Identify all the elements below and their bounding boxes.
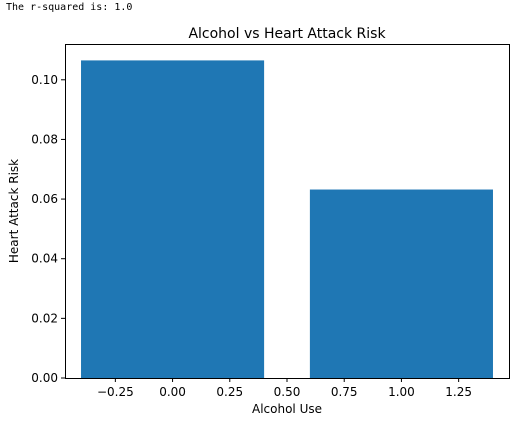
- x-tick-label: 1.00: [388, 385, 415, 399]
- bar: [309, 189, 493, 378]
- cell-output-text: The r-squared is: 1.0: [6, 2, 133, 13]
- bar: [81, 60, 265, 378]
- x-axis-ticks: −0.25 0.00 0.25 0.50 0.75 1.00 1.25: [97, 378, 472, 399]
- x-tick-label: 1.25: [445, 385, 472, 399]
- y-tick-label: 0.04: [31, 252, 58, 266]
- y-axis-label: Heart Attack Risk: [7, 159, 21, 263]
- y-tick-label: 0.02: [31, 311, 58, 325]
- bars-layer: [81, 60, 493, 378]
- y-tick-label: 0.10: [31, 73, 58, 87]
- x-tick-label: 0.00: [159, 385, 186, 399]
- x-tick-label: 0.25: [216, 385, 243, 399]
- chart-title: Alcohol vs Heart Attack Risk: [188, 26, 386, 42]
- y-tick-label: 0.06: [31, 192, 58, 206]
- x-axis-label: Alcohol Use: [252, 402, 322, 416]
- y-tick-label: 0.08: [31, 132, 58, 146]
- y-tick-label: 0.00: [31, 371, 58, 385]
- y-axis-ticks: 0.00 0.02 0.04 0.06 0.08 0.10: [31, 73, 65, 385]
- x-tick-label: 0.50: [274, 385, 301, 399]
- x-tick-label: −0.25: [97, 385, 134, 399]
- x-tick-label: 0.75: [331, 385, 358, 399]
